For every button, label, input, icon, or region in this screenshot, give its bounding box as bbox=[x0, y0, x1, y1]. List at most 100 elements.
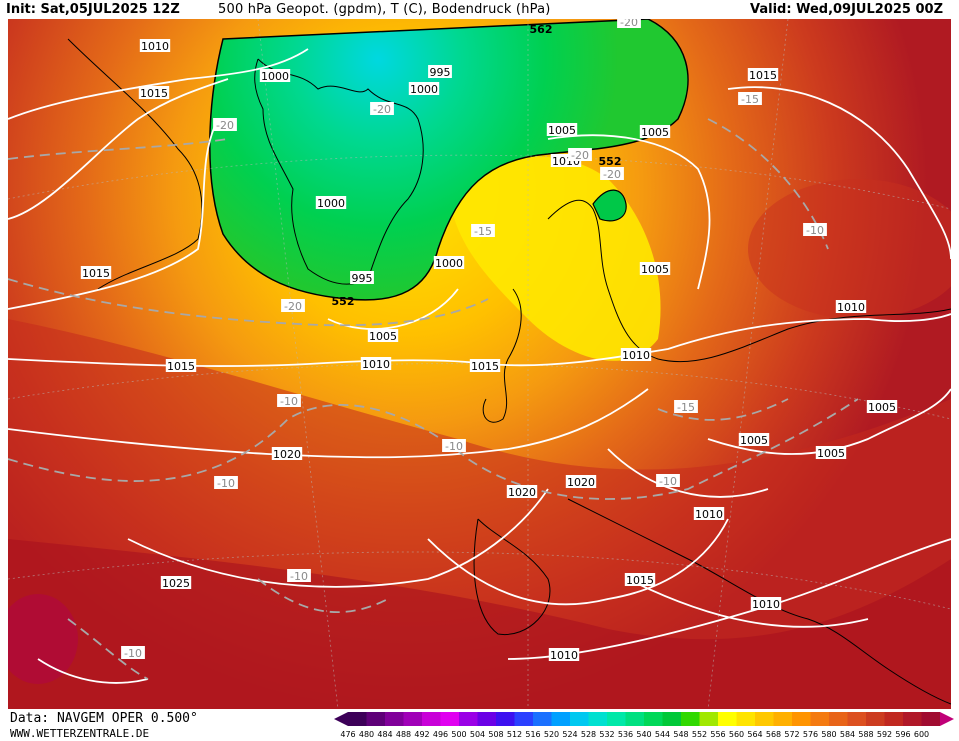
pressure-label-box bbox=[624, 573, 656, 586]
cold-pool-small bbox=[592, 189, 627, 222]
pressure-label: 1005 bbox=[546, 123, 578, 137]
temperature-label-box bbox=[287, 569, 311, 582]
pressure-label-text: 1000 bbox=[410, 83, 438, 96]
legend-swatch bbox=[403, 712, 422, 726]
pressure-label-box bbox=[433, 256, 465, 269]
legend-value: 512 bbox=[507, 730, 522, 739]
legend-swatch bbox=[477, 712, 496, 726]
pressure-label-box bbox=[546, 123, 578, 136]
legend-value: 516 bbox=[525, 730, 540, 739]
pressure-label-box bbox=[315, 196, 347, 209]
legend-swatch bbox=[718, 712, 737, 726]
pressure-label-text: 1010 bbox=[752, 598, 780, 611]
legend-swatch bbox=[533, 712, 552, 726]
geopot-label: 552 bbox=[599, 155, 622, 168]
legend-swatch bbox=[662, 712, 681, 726]
legend-swatch bbox=[755, 712, 774, 726]
legend-swatch bbox=[699, 712, 718, 726]
temperature-label-text: -20 bbox=[216, 119, 234, 132]
pressure-label: 1005 bbox=[639, 125, 671, 139]
temperature-label-box bbox=[213, 118, 237, 131]
pressure-label: 1000 bbox=[408, 82, 440, 96]
pressure-label-box bbox=[866, 400, 898, 413]
temperature-labels: -20 -20 -20 -20 -20 -15 -15 -20 -10 -10 -15 -10 -10 -… bbox=[121, 19, 827, 660]
geopot-label-text: 562 bbox=[530, 23, 553, 36]
pressure-label-text: 1020 bbox=[508, 486, 536, 499]
pressure-label-text: 1010 bbox=[837, 301, 865, 314]
pressure-labels: 1010 1015 1000 995 1000 1005 1005 1010 1015 1000 9… bbox=[80, 39, 898, 662]
pressure-label-text: 1010 bbox=[695, 508, 723, 521]
temperature-label: -20 bbox=[600, 167, 624, 181]
pressure-label: 1015 bbox=[624, 573, 656, 587]
legend-swatch bbox=[385, 712, 404, 726]
temperature-label-box bbox=[803, 223, 827, 236]
temperature-label: -10 bbox=[656, 474, 680, 488]
legend-arrow-right bbox=[940, 712, 954, 726]
hot-air-band bbox=[8, 539, 951, 709]
legend-swatch bbox=[625, 712, 644, 726]
geopot-label-text: 552 bbox=[332, 295, 355, 308]
pressure-label: 1025 bbox=[160, 576, 192, 590]
pressure-label-text: 1000 bbox=[317, 197, 345, 210]
temperature-label: -10 bbox=[442, 439, 466, 453]
legend-value: 544 bbox=[655, 730, 670, 739]
temperature-label-text: -15 bbox=[741, 93, 759, 106]
pressure-label-box bbox=[693, 507, 725, 520]
pressure-label: 1015 bbox=[747, 68, 779, 82]
pressure-label-box bbox=[160, 576, 192, 589]
pressure-label-box bbox=[138, 86, 170, 99]
pressure-label: 1000 bbox=[259, 69, 291, 83]
pressure-label: 1015 bbox=[165, 359, 197, 373]
site-credit: WWW.WETTERZENTRALE.DE bbox=[10, 727, 150, 740]
temperature-label: -20 bbox=[213, 118, 237, 132]
pressure-label-text: 1010 bbox=[622, 349, 650, 362]
pressure-label-box bbox=[506, 485, 538, 498]
pressure-label: 1005 bbox=[639, 262, 671, 276]
pressure-label: 1015 bbox=[80, 266, 112, 280]
legend-value: 576 bbox=[803, 730, 818, 739]
legend-value: 536 bbox=[618, 730, 633, 739]
pressure-label: 1010 bbox=[360, 357, 392, 371]
pressure-label: 1010 bbox=[750, 597, 782, 611]
pressure-label: 1005 bbox=[367, 329, 399, 343]
legend-value: 492 bbox=[414, 730, 429, 739]
legend-swatch bbox=[829, 712, 848, 726]
pressure-label-text: 1015 bbox=[82, 267, 110, 280]
pressure-label: 1010 bbox=[139, 39, 171, 53]
legend-value: 588 bbox=[858, 730, 873, 739]
data-source: Data: NAVGEM OPER 0.500° bbox=[10, 711, 198, 726]
pressure-label: 1015 bbox=[138, 86, 170, 100]
temperature-label-text: -15 bbox=[677, 401, 695, 414]
pressure-label: 1010 bbox=[548, 648, 580, 662]
pressure-label-box bbox=[271, 447, 303, 460]
temperature-label: -10 bbox=[121, 646, 145, 660]
pressure-label-box bbox=[747, 68, 779, 81]
pressure-label: 1010 bbox=[693, 507, 725, 521]
temperature-label: -20 bbox=[617, 19, 641, 29]
pressure-label: 1005 bbox=[866, 400, 898, 414]
legend-value: 520 bbox=[544, 730, 559, 739]
pressure-label-text: 1005 bbox=[740, 434, 768, 447]
pressure-label: 1020 bbox=[506, 485, 538, 499]
legend-value: 568 bbox=[766, 730, 781, 739]
legend-value: 560 bbox=[729, 730, 744, 739]
legend-swatch bbox=[588, 712, 607, 726]
temperature-label-box bbox=[214, 476, 238, 489]
map-title: 500 hPa Geopot. (gpdm), T (C), Bodendruc… bbox=[218, 2, 551, 17]
temperature-label-box bbox=[442, 439, 466, 452]
geopot-label: 562 bbox=[530, 23, 553, 36]
temperature-label-box bbox=[568, 148, 592, 161]
legend-swatch bbox=[681, 712, 700, 726]
temperature-label: -20 bbox=[281, 299, 305, 313]
legend-swatch bbox=[866, 712, 885, 726]
pressure-label-text: 1005 bbox=[817, 447, 845, 460]
temperature-label: -15 bbox=[738, 92, 762, 106]
pressure-label-text: 1015 bbox=[140, 87, 168, 100]
temperature-label-text: -10 bbox=[806, 224, 824, 237]
pressure-label: 1005 bbox=[815, 446, 847, 460]
legend-value: 572 bbox=[784, 730, 799, 739]
init-time: Init: Sat,05JUL2025 12Z bbox=[6, 2, 180, 17]
legend-swatch bbox=[792, 712, 811, 726]
cold-pool bbox=[209, 19, 689, 301]
color-legend: 476 480 484 488 492 496 500 504 508 512 516 520 524 5… bbox=[334, 712, 954, 739]
